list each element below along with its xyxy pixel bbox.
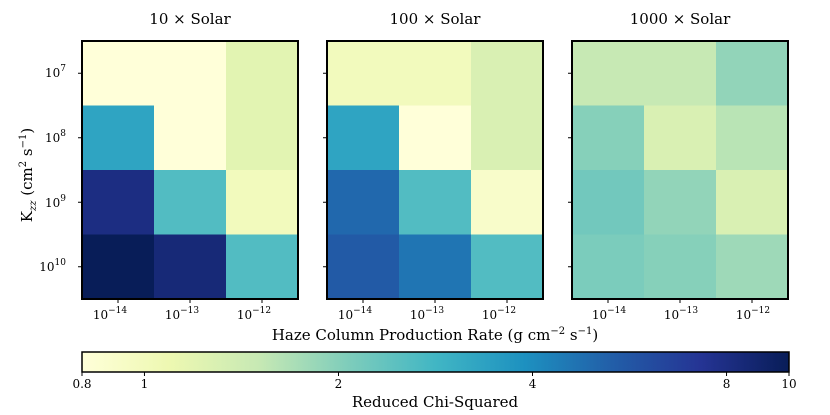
heatmap-cell xyxy=(716,41,789,106)
colorbar-tick-label: 0.8 xyxy=(72,377,91,391)
colorbar-label: Reduced Chi-Squared xyxy=(352,393,519,411)
x-tick-label: 10−13 xyxy=(165,306,200,322)
x-tick-labels-panel-1: 10−14 10−13 10−12 xyxy=(93,306,271,322)
colorbar-tick-label: 1 xyxy=(141,377,149,391)
heatmap-cell xyxy=(716,234,789,300)
heatmap-cell xyxy=(716,105,789,171)
y-tick-label-1e10: 1010 xyxy=(39,258,66,274)
heatmap-cell xyxy=(471,234,544,300)
colorbar-tick-label: 10 xyxy=(781,377,796,391)
heatmap-cell xyxy=(471,105,544,171)
heatmap-cell xyxy=(226,170,299,235)
panel-tick-marks xyxy=(323,72,508,303)
heatmap-cell xyxy=(327,170,400,235)
x-tick-label: 10−12 xyxy=(237,306,271,322)
heatmap-cell xyxy=(154,41,227,106)
panel-title-1: 10 × Solar xyxy=(149,10,231,28)
x-tick-label: 10−14 xyxy=(338,306,373,322)
heatmap-cell xyxy=(226,234,299,300)
heatmap-cell xyxy=(716,170,789,235)
heatmap-cell xyxy=(644,170,717,235)
y-tick-label-1e9: 109 xyxy=(45,194,66,210)
heatmap-cell xyxy=(226,105,299,171)
panel-tick-marks xyxy=(78,72,263,303)
heatmap-cell xyxy=(644,234,717,300)
heatmap-cell xyxy=(572,170,645,235)
heatmap-panel-3 xyxy=(568,40,789,303)
heatmap-cell xyxy=(226,41,299,106)
colorbar-tick-label: 8 xyxy=(723,377,731,391)
panel-title-3: 1000 × Solar xyxy=(630,10,731,28)
heatmap-cell xyxy=(399,170,472,235)
heatmap-cell xyxy=(471,41,544,106)
x-tick-labels-panel-2: 10−14 10−13 10−12 xyxy=(338,306,516,322)
heatmap-panel-2 xyxy=(323,40,544,303)
heatmap-cell xyxy=(154,105,227,171)
heatmap-cell xyxy=(572,105,645,171)
y-axis-label: Kzz (cm2 s−1) xyxy=(18,128,39,222)
heatmap-cell xyxy=(327,234,400,300)
heatmap-cell xyxy=(327,41,400,106)
y-tick-label-1e8: 108 xyxy=(45,129,66,145)
heatmap-cell xyxy=(82,170,155,235)
y-tick-labels: 107 108 109 1010 xyxy=(39,64,66,274)
heatmap-cell xyxy=(327,105,400,171)
x-tick-labels-panel-3: 10−14 10−13 10−12 xyxy=(592,306,770,322)
heatmap-cell xyxy=(572,234,645,300)
heatmap-cell xyxy=(644,105,717,171)
heatmap-cell xyxy=(154,170,227,235)
heatmap-cell xyxy=(572,41,645,106)
heatmap-cell xyxy=(644,41,717,106)
heatmap-cell xyxy=(82,105,155,171)
heatmap-panel-1 xyxy=(78,40,299,303)
x-tick-label: 10−12 xyxy=(736,306,770,322)
heatmap-cell xyxy=(399,41,472,106)
panel-title-2: 100 × Solar xyxy=(390,10,482,28)
x-tick-label: 10−13 xyxy=(410,306,445,322)
heatmap-cell xyxy=(471,170,544,235)
x-tick-label: 10−14 xyxy=(93,306,128,322)
heatmap-cell xyxy=(399,105,472,171)
y-tick-label-1e7: 107 xyxy=(45,64,66,80)
heatmap-cell xyxy=(82,41,155,106)
heatmap-panels xyxy=(78,40,789,303)
heatmap-cell xyxy=(82,234,155,300)
x-tick-label: 10−13 xyxy=(664,306,699,322)
colorbar-tick-label: 2 xyxy=(335,377,343,391)
panel-tick-marks xyxy=(568,72,753,303)
heatmap-cell xyxy=(154,234,227,300)
colorbar xyxy=(81,351,790,373)
heatmap-cell xyxy=(399,234,472,300)
x-axis-label: Haze Column Production Rate (g cm−2 s−1) xyxy=(272,326,598,344)
x-tick-label: 10−14 xyxy=(592,306,627,322)
colorbar-ticks: 0.8 1 2 4 8 10 xyxy=(72,372,797,391)
colorbar-tick-label: 4 xyxy=(529,377,537,391)
x-tick-label: 10−12 xyxy=(482,306,516,322)
